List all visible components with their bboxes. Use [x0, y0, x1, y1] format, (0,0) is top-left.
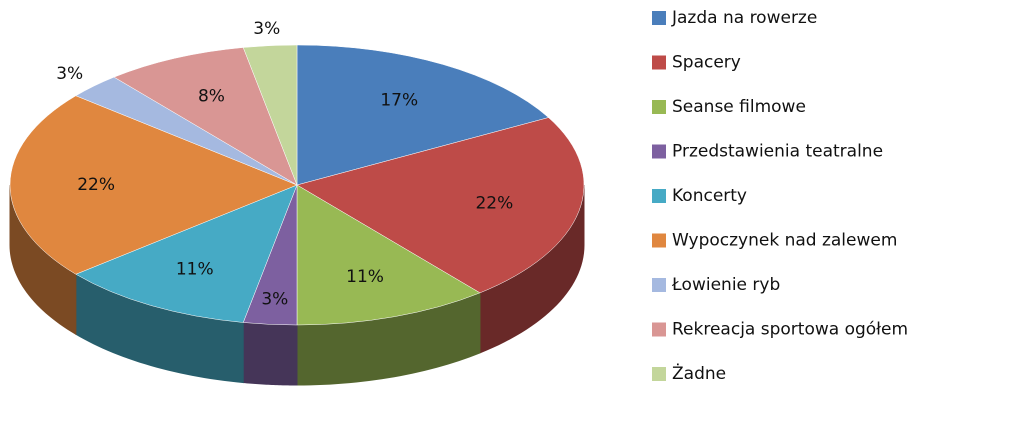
- legend-swatch: [652, 189, 666, 203]
- data-label: 3%: [253, 19, 280, 39]
- data-label: 11%: [346, 267, 384, 287]
- legend-label: Seanse filmowe: [672, 97, 806, 117]
- slice: [9, 95, 298, 275]
- slice: [296, 184, 481, 326]
- slice: [296, 44, 550, 186]
- slice-side: [242, 321, 298, 386]
- data-label: 3%: [56, 64, 83, 84]
- legend-label: Wypoczynek nad zalewem: [672, 231, 897, 251]
- slice: [75, 184, 298, 323]
- legend-swatch: [652, 278, 666, 292]
- legend-label: Spacery: [672, 53, 741, 73]
- legend-label: Jazda na rowerze: [671, 8, 817, 28]
- legend-label: Łowienie ryb: [671, 275, 780, 295]
- legend-swatch: [652, 144, 666, 159]
- data-label: 17%: [380, 91, 418, 111]
- data-label: 8%: [198, 86, 225, 106]
- slice: [113, 47, 298, 186]
- data-label: 22%: [77, 175, 115, 195]
- data-label: 11%: [176, 259, 214, 279]
- legend-label: Przedstawienia teatralne: [672, 142, 883, 162]
- legend-swatch: [652, 100, 666, 114]
- legend-swatch: [652, 11, 666, 25]
- data-label: 22%: [475, 193, 513, 213]
- slice: [296, 117, 585, 294]
- legend-swatch: [652, 233, 666, 248]
- slice: [242, 44, 298, 186]
- legend-label: Żadne: [672, 363, 726, 384]
- legend-swatch: [652, 55, 666, 70]
- legend-label: Koncerty: [672, 186, 747, 206]
- legend-swatch: [652, 322, 666, 337]
- legend-swatch: [652, 367, 666, 381]
- data-label: 3%: [261, 289, 288, 309]
- legend-label: Rekreacja sportowa ogółem: [672, 320, 908, 340]
